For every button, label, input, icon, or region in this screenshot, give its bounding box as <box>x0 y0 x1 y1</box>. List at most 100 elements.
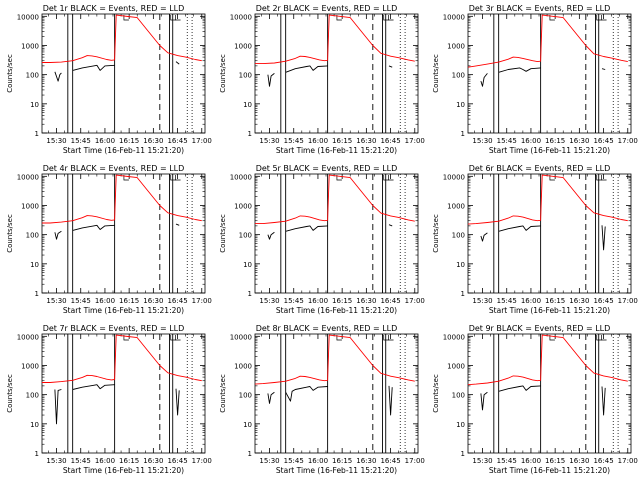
x-tick-label: 15:30 <box>46 297 66 305</box>
series-events-line <box>480 232 488 242</box>
x-tick-label: 17:00 <box>618 137 638 145</box>
y-tick-label: 100 <box>239 72 252 80</box>
y-tick-label: 10 <box>243 421 252 429</box>
series-lld-line <box>467 334 628 386</box>
x-tick-label: 16:45 <box>593 297 613 305</box>
x-tick-label: 16:00 <box>308 297 328 305</box>
bracket-marker <box>336 15 342 21</box>
y-tick-label: 1 <box>248 130 252 138</box>
bracket-marker <box>383 175 389 181</box>
panel-3: Det 3r BLACK = Events, RED = LLD Counts/s… <box>432 4 638 155</box>
series-events-line <box>54 389 62 425</box>
y-tick-label: 1 <box>35 450 39 458</box>
series-events-line <box>601 225 606 251</box>
series-events-line <box>175 388 180 416</box>
x-tick-label: 16:00 <box>521 457 541 465</box>
bracket-marker <box>336 175 342 181</box>
series-lld-line <box>255 174 415 225</box>
y-axis-label: Counts/sec <box>6 374 14 413</box>
y-tick-label: 100 <box>26 392 39 400</box>
x-tick-label: 15:30 <box>472 297 492 305</box>
series-events-line <box>498 67 541 73</box>
series-events-line <box>72 224 115 231</box>
x-tick-label: 16:00 <box>521 297 541 305</box>
x-tick-label: 16:30 <box>569 297 589 305</box>
x-axis-label: Start Time (16-Feb-11 15:21:20) <box>489 306 610 315</box>
x-tick-label: 15:45 <box>497 457 517 465</box>
y-axis-label: Counts/sec <box>219 214 227 253</box>
y-axis-label: Counts/sec <box>6 214 14 253</box>
bracket-marker <box>549 175 555 181</box>
x-tick-label: 16:15 <box>119 457 139 465</box>
panel-title: Det 1r BLACK = Events, RED = LLD <box>43 4 185 13</box>
y-tick-label: 100 <box>452 232 465 240</box>
y-tick-label: 1000 <box>234 202 252 210</box>
plot-frame <box>467 13 632 134</box>
x-tick-label: 15:45 <box>284 297 304 305</box>
y-tick-label: 1 <box>248 290 252 298</box>
bracket-marker <box>175 15 181 21</box>
x-tick-label: 16:15 <box>119 297 139 305</box>
x-tick-label: 15:30 <box>259 297 279 305</box>
x-tick-label: 16:45 <box>167 137 187 145</box>
x-tick-label: 15:45 <box>71 137 91 145</box>
x-tick-label: 15:45 <box>497 297 517 305</box>
x-tick-label: 16:15 <box>545 457 565 465</box>
x-axis-label: Start Time (16-Feb-11 15:21:20) <box>63 146 184 155</box>
x-tick-label: 16:00 <box>521 137 541 145</box>
y-axis-label: Counts/sec <box>219 374 227 413</box>
x-tick-label: 17:00 <box>405 457 425 465</box>
y-tick-label: 10 <box>243 101 252 109</box>
bracket-marker <box>596 175 602 181</box>
series-events-line <box>285 386 328 402</box>
x-tick-label: 16:00 <box>308 137 328 145</box>
series-events-line <box>267 231 275 240</box>
series-events-line <box>72 384 115 390</box>
bracket-marker <box>388 335 394 341</box>
y-tick-label: 10000 <box>230 173 252 181</box>
panel-title: Det 3r BLACK = Events, RED = LLD <box>469 4 611 13</box>
x-tick-label: 16:00 <box>95 457 115 465</box>
series-events-line <box>175 223 180 226</box>
x-tick-label: 16:30 <box>143 137 163 145</box>
x-axis-label: Start Time (16-Feb-11 15:21:20) <box>276 146 397 155</box>
y-tick-label: 100 <box>26 72 39 80</box>
x-tick-label: 16:15 <box>545 297 565 305</box>
bracket-marker <box>336 335 342 341</box>
y-tick-label: 100 <box>452 392 465 400</box>
x-axis-label: Start Time (16-Feb-11 15:21:20) <box>63 306 184 315</box>
x-tick-label: 16:45 <box>593 457 613 465</box>
y-tick-label: 1000 <box>447 362 465 370</box>
x-tick-label: 16:30 <box>143 297 163 305</box>
bracket-marker <box>601 335 607 341</box>
y-tick-label: 100 <box>239 232 252 240</box>
panel-7: Det 7r BLACK = Events, RED = LLD Counts/s… <box>6 324 212 475</box>
y-tick-label: 1 <box>461 450 465 458</box>
y-tick-label: 10 <box>456 421 465 429</box>
x-tick-label: 17:00 <box>405 297 425 305</box>
series-events-line <box>285 225 328 232</box>
panel-title: Det 4r BLACK = Events, RED = LLD <box>43 164 185 173</box>
bracket-marker <box>549 335 555 341</box>
panel-title: Det 9r BLACK = Events, RED = LLD <box>469 324 611 333</box>
panel-2: Det 2r BLACK = Events, RED = LLD Counts/s… <box>219 4 425 155</box>
series-events-line <box>480 73 488 87</box>
y-tick-label: 100 <box>452 72 465 80</box>
plot-frame <box>254 333 419 454</box>
y-tick-label: 10 <box>30 261 39 269</box>
x-axis-label: Start Time (16-Feb-11 15:21:20) <box>276 466 397 475</box>
x-tick-label: 17:00 <box>618 457 638 465</box>
plot-frame <box>467 333 632 454</box>
series-events-line <box>601 386 606 416</box>
plot-frame <box>254 173 419 294</box>
y-tick-label: 1000 <box>21 42 39 50</box>
series-lld-line <box>255 14 415 65</box>
panel-9: Det 9r BLACK = Events, RED = LLD Counts/s… <box>432 324 638 475</box>
y-tick-label: 1 <box>461 130 465 138</box>
y-tick-label: 1000 <box>234 42 252 50</box>
plot-frame <box>467 173 632 294</box>
x-axis-label: Start Time (16-Feb-11 15:21:20) <box>276 306 397 315</box>
series-events-line <box>285 65 328 73</box>
x-tick-label: 16:00 <box>308 457 328 465</box>
